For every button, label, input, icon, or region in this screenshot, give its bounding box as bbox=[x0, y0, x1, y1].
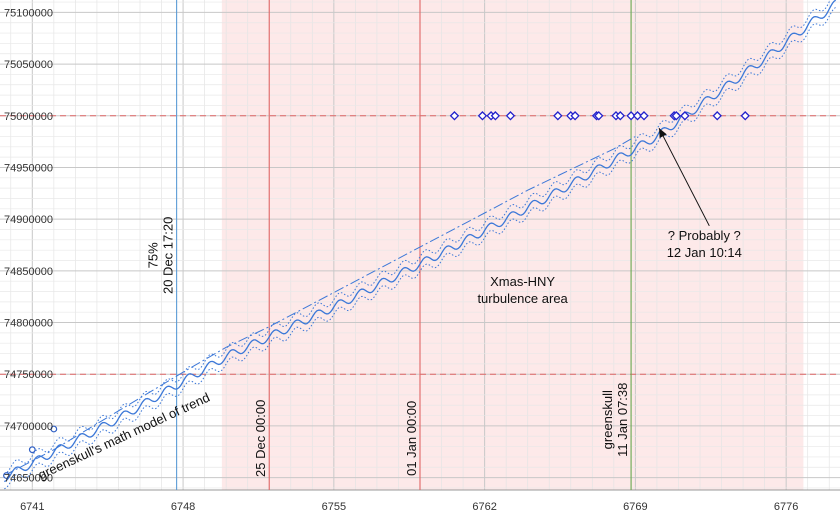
tick-labels-layer: 74650000 74700000 74750000 74800000 74850000… bbox=[4, 7, 798, 513]
diamond-point-12 bbox=[615, 111, 626, 121]
series-line-solid-2 bbox=[4, 0, 837, 483]
prediction-arrow-line bbox=[658, 127, 710, 227]
marker-label-1: 75%20 Dec 17:20 bbox=[146, 217, 176, 294]
circle-point-1 bbox=[3, 472, 10, 479]
diamond-point-5 bbox=[505, 111, 516, 121]
marker-label-4: greenskull11 Jan 07:38 bbox=[600, 383, 630, 457]
diamond-point-8 bbox=[570, 111, 580, 121]
diamond-point-18 bbox=[680, 111, 690, 121]
y-tick-label: 75050000 bbox=[4, 59, 53, 71]
x-tick-label: 6741 bbox=[20, 501, 44, 513]
prediction-arrow-head bbox=[659, 128, 667, 139]
x-tick-label: 6755 bbox=[322, 501, 346, 513]
shaded-region-layer bbox=[221, 0, 804, 490]
turbulence-area-label-line-1: Xmas-HNY bbox=[490, 274, 555, 289]
series-line-dashdot-1 bbox=[4, 136, 636, 476]
diamond-point-17 bbox=[671, 111, 682, 121]
series-layer bbox=[4, 0, 837, 490]
y-tick-label: 74750000 bbox=[4, 369, 53, 381]
diamond-point-6 bbox=[553, 111, 563, 121]
marker-label-4-line-2: 11 Jan 07:38 bbox=[615, 383, 630, 457]
y-tick-label: 74800000 bbox=[4, 318, 53, 330]
y-tick-label: 74700000 bbox=[4, 421, 53, 433]
circle-point-2 bbox=[28, 446, 36, 454]
prediction-label-line-2: 12 Jan 10:14 bbox=[667, 245, 742, 260]
turbulence-area-label-line-2: turbulence area bbox=[477, 291, 568, 306]
x-tick-label: 6769 bbox=[623, 501, 647, 513]
y-tick-label: 74950000 bbox=[4, 162, 53, 174]
marker-label-2-line-1: 25 Dec 00:00 bbox=[253, 400, 268, 477]
x-tick-label: 6748 bbox=[171, 501, 195, 513]
turbulence-area bbox=[221, 0, 804, 490]
marker-label-1-line-1: 75% bbox=[146, 242, 161, 268]
diamond-point-20 bbox=[740, 111, 750, 121]
prediction-label: ? Probably ? 12 Jan 10:14 bbox=[667, 228, 742, 260]
diamond-point-13 bbox=[626, 111, 636, 121]
prediction-label-line-1: ? Probably ? bbox=[668, 228, 741, 243]
y-tick-label: 75100000 bbox=[4, 7, 53, 19]
turbulence-area-label: Xmas-HNY turbulence area bbox=[477, 274, 568, 306]
diamond-point-14 bbox=[632, 111, 643, 121]
vertical-lines-layer: 75%20 Dec 17:20 25 Dec 00:00 01 Jan 00:00 g… bbox=[146, 0, 632, 490]
diamond-point-10 bbox=[594, 111, 604, 121]
x-tick-label: 6776 bbox=[774, 501, 798, 513]
y-tick-label: 74850000 bbox=[4, 266, 53, 278]
marker-label-3-line-1: 01 Jan 00:00 bbox=[404, 401, 419, 476]
diamond-point-4 bbox=[490, 111, 501, 121]
diamond-point-2 bbox=[477, 111, 488, 121]
x-tick-label: 6762 bbox=[472, 501, 496, 513]
series-line-dotted-4 bbox=[4, 6, 836, 490]
points-layer bbox=[3, 111, 750, 479]
y-tick-label: 74900000 bbox=[4, 214, 53, 226]
y-tick-label: 74650000 bbox=[4, 473, 53, 485]
y-tick-label: 75000000 bbox=[4, 111, 53, 123]
diamond-point-15 bbox=[639, 111, 649, 121]
circle-point-3 bbox=[50, 425, 58, 433]
marker-label-1-line-2: 20 Dec 17:20 bbox=[161, 217, 176, 294]
series-line-dotted-3 bbox=[4, 0, 831, 475]
diamond-point-19 bbox=[712, 111, 722, 121]
marker-label-3: 01 Jan 00:00 bbox=[404, 401, 419, 476]
marker-label-2: 25 Dec 00:00 bbox=[253, 400, 268, 477]
marker-label-4-line-1: greenskull bbox=[600, 390, 615, 449]
diamond-point-1 bbox=[449, 111, 460, 121]
